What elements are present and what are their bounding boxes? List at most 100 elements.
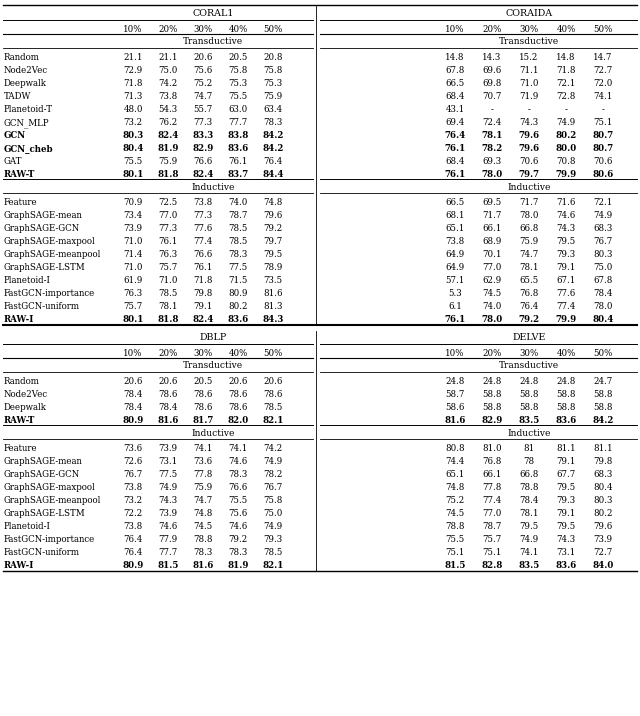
Text: 81.6: 81.6 [263, 289, 283, 299]
Text: 83.5: 83.5 [518, 561, 540, 570]
Text: 40%: 40% [556, 349, 576, 357]
Text: 79.1: 79.1 [556, 509, 576, 518]
Text: 58.8: 58.8 [483, 403, 502, 412]
Text: 81.8: 81.8 [157, 170, 179, 179]
Text: 75.5: 75.5 [228, 496, 248, 505]
Text: 74.4: 74.4 [445, 458, 465, 466]
Text: 82.8: 82.8 [481, 561, 502, 570]
Text: 71.7: 71.7 [519, 198, 539, 207]
Text: 84.2: 84.2 [592, 416, 614, 425]
Text: 14.8: 14.8 [556, 53, 576, 62]
Text: 75.3: 75.3 [228, 79, 248, 88]
Text: 30%: 30% [520, 349, 539, 357]
Text: 83.5: 83.5 [518, 416, 540, 425]
Text: 81.8: 81.8 [157, 315, 179, 324]
Text: 74.1: 74.1 [228, 444, 248, 453]
Text: -: - [491, 105, 493, 115]
Text: RAW-I: RAW-I [4, 561, 35, 570]
Text: 74.7: 74.7 [193, 92, 212, 101]
Text: 14.3: 14.3 [483, 53, 502, 62]
Text: 77.5: 77.5 [158, 470, 178, 479]
Text: 79.5: 79.5 [556, 483, 575, 493]
Text: 74.0: 74.0 [483, 302, 502, 311]
Text: 68.1: 68.1 [445, 211, 465, 221]
Text: 80.2: 80.2 [593, 509, 612, 518]
Text: 78.6: 78.6 [228, 390, 248, 400]
Text: 58.7: 58.7 [445, 390, 465, 400]
Text: 24.8: 24.8 [519, 377, 539, 386]
Text: 79.5: 79.5 [520, 522, 539, 531]
Text: 66.5: 66.5 [445, 198, 465, 207]
Text: 83.6: 83.6 [227, 315, 248, 324]
Text: 75.8: 75.8 [263, 496, 283, 505]
Text: 81.0: 81.0 [482, 444, 502, 453]
Text: 79.8: 79.8 [593, 458, 612, 466]
Text: 68.3: 68.3 [593, 470, 612, 479]
Text: 77.3: 77.3 [193, 211, 212, 221]
Text: GAT: GAT [4, 158, 22, 166]
Text: 79.2: 79.2 [518, 315, 540, 324]
Text: TADW: TADW [4, 92, 31, 101]
Text: 20.5: 20.5 [193, 377, 212, 386]
Text: 43.1: 43.1 [445, 105, 465, 115]
Text: 50%: 50% [593, 24, 612, 34]
Text: 76.4: 76.4 [124, 548, 143, 557]
Text: 80.4: 80.4 [593, 483, 612, 493]
Text: Feature: Feature [4, 444, 38, 453]
Text: 80.1: 80.1 [122, 315, 144, 324]
Text: 74.7: 74.7 [520, 251, 539, 259]
Text: 50%: 50% [263, 24, 283, 34]
Text: 69.3: 69.3 [483, 158, 502, 166]
Text: 78.0: 78.0 [519, 211, 539, 221]
Text: 24.7: 24.7 [593, 377, 612, 386]
Text: 78.5: 78.5 [158, 289, 178, 299]
Text: 78.8: 78.8 [445, 522, 465, 531]
Text: 74.8: 74.8 [263, 198, 283, 207]
Text: Node2Vec: Node2Vec [4, 67, 48, 75]
Text: GCN_cheb: GCN_cheb [4, 144, 54, 153]
Text: 74.6: 74.6 [228, 458, 248, 466]
Text: 82.4: 82.4 [192, 170, 214, 179]
Text: 83.7: 83.7 [227, 170, 248, 179]
Text: 78.5: 78.5 [228, 224, 248, 233]
Text: 75.9: 75.9 [193, 483, 212, 493]
Text: 77.6: 77.6 [556, 289, 575, 299]
Text: 73.5: 73.5 [264, 276, 283, 285]
Text: 58.8: 58.8 [483, 390, 502, 400]
Text: 75.0: 75.0 [158, 67, 178, 75]
Text: 77.4: 77.4 [483, 496, 502, 505]
Text: 77.7: 77.7 [158, 548, 178, 557]
Text: 78.0: 78.0 [481, 170, 502, 179]
Text: 20.6: 20.6 [193, 53, 212, 62]
Text: 73.9: 73.9 [124, 224, 143, 233]
Text: 76.3: 76.3 [159, 251, 177, 259]
Text: GCN_MLP: GCN_MLP [4, 118, 50, 127]
Text: GraphSAGE-LSTM: GraphSAGE-LSTM [4, 263, 86, 272]
Text: 71.0: 71.0 [124, 237, 143, 246]
Text: 15.2: 15.2 [519, 53, 539, 62]
Text: 73.8: 73.8 [124, 522, 143, 531]
Text: 75.9: 75.9 [264, 92, 283, 101]
Text: 76.1: 76.1 [444, 315, 466, 324]
Text: 79.6: 79.6 [518, 131, 540, 140]
Text: 81.9: 81.9 [157, 144, 179, 153]
Text: 78.9: 78.9 [263, 263, 283, 272]
Text: 75.9: 75.9 [158, 158, 178, 166]
Text: 73.6: 73.6 [193, 458, 212, 466]
Text: 20.8: 20.8 [263, 53, 283, 62]
Text: 78.4: 78.4 [158, 403, 178, 412]
Text: Feature: Feature [4, 198, 38, 207]
Text: 72.8: 72.8 [556, 92, 576, 101]
Text: 77.6: 77.6 [193, 224, 212, 233]
Text: 80.3: 80.3 [593, 251, 612, 259]
Text: 66.5: 66.5 [445, 79, 465, 88]
Text: FastGCN-importance: FastGCN-importance [4, 536, 95, 544]
Text: 67.8: 67.8 [445, 67, 465, 75]
Text: 30%: 30% [193, 24, 212, 34]
Text: 71.0: 71.0 [519, 79, 539, 88]
Text: 74.9: 74.9 [158, 483, 178, 493]
Text: 78.4: 78.4 [124, 390, 143, 400]
Text: 83.6: 83.6 [227, 144, 248, 153]
Text: 71.0: 71.0 [158, 276, 178, 285]
Text: 78.4: 78.4 [593, 289, 612, 299]
